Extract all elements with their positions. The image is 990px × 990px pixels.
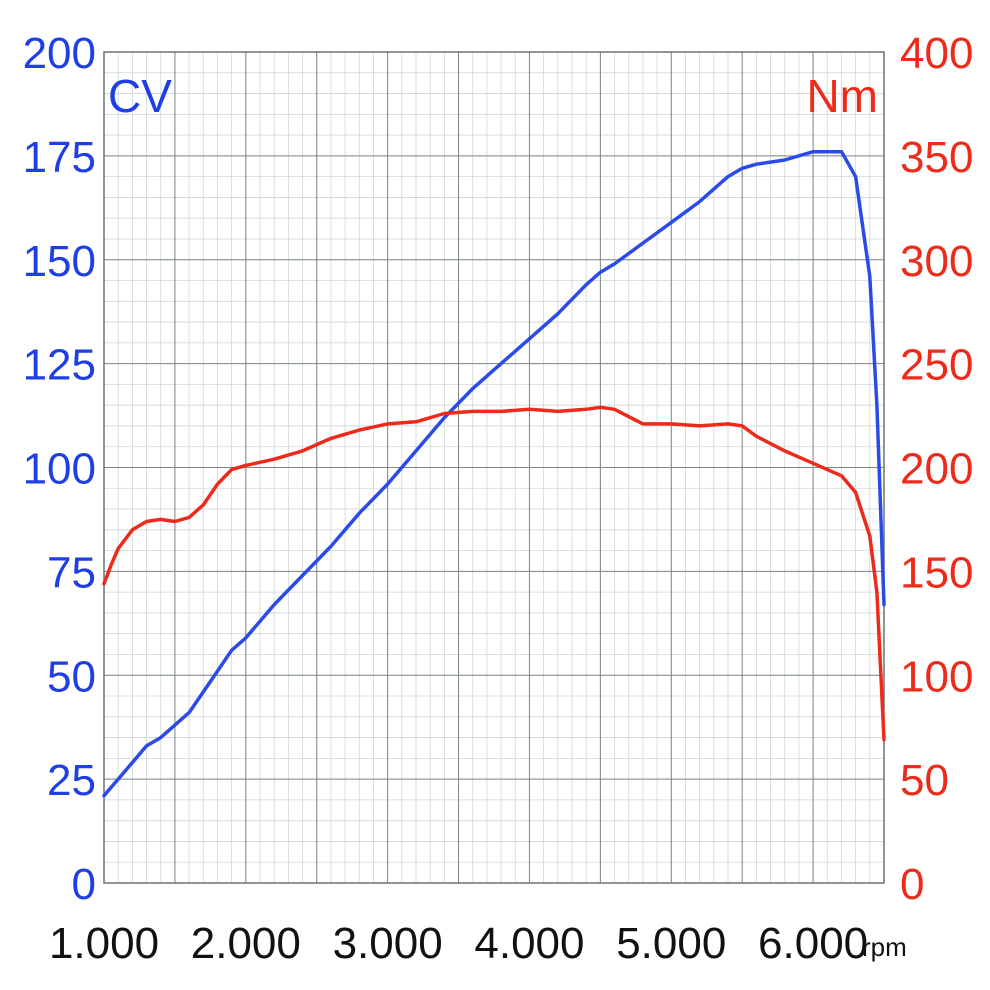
y-right-tick-label: 0	[900, 860, 924, 909]
right-axis-unit: Nm	[806, 70, 878, 122]
x-tick-label: 4.000	[474, 919, 584, 968]
x-tick-label: 1.000	[49, 919, 159, 968]
y-left-tick-label: 125	[23, 341, 96, 390]
x-tick-label: 5.000	[616, 919, 726, 968]
left-axis-unit: CV	[108, 70, 172, 122]
y-right-tick-label: 100	[900, 652, 973, 701]
y-left-tick-label: 150	[23, 237, 96, 286]
x-tick-label: 3.000	[333, 919, 443, 968]
plot-frame	[103, 51, 885, 884]
series-line-cv	[102, 149, 886, 798]
y-left-tick-label: 75	[47, 548, 96, 597]
y-left-tick-label: 0	[72, 860, 96, 909]
y-left-tick-label: 175	[23, 133, 96, 182]
x-tick-label: 6.000	[758, 919, 868, 968]
y-right-tick-label: 350	[900, 133, 973, 182]
y-left-tick-label: 25	[47, 756, 96, 805]
grid	[103, 51, 885, 884]
y-left-tick-label: 200	[23, 29, 96, 78]
y-right-tick-label: 150	[900, 548, 973, 597]
y-right-tick-label: 200	[900, 445, 973, 494]
series-line-nm	[102, 405, 886, 742]
y-right-tick-label: 300	[900, 237, 973, 286]
y-right-tick-label: 50	[900, 756, 949, 805]
y-left-tick-label: 50	[47, 652, 96, 701]
y-left-tick-label: 100	[23, 445, 96, 494]
y-right-tick-label: 250	[900, 341, 973, 390]
x-axis-unit: rpm	[862, 932, 907, 962]
y-right-tick-label: 400	[900, 29, 973, 78]
x-tick-label: 2.000	[191, 919, 301, 968]
axis-labels: 0 25 50 75 100 125 150 175 200 0 50 100 150 200 250 300…	[23, 29, 974, 968]
series-group	[102, 149, 886, 798]
